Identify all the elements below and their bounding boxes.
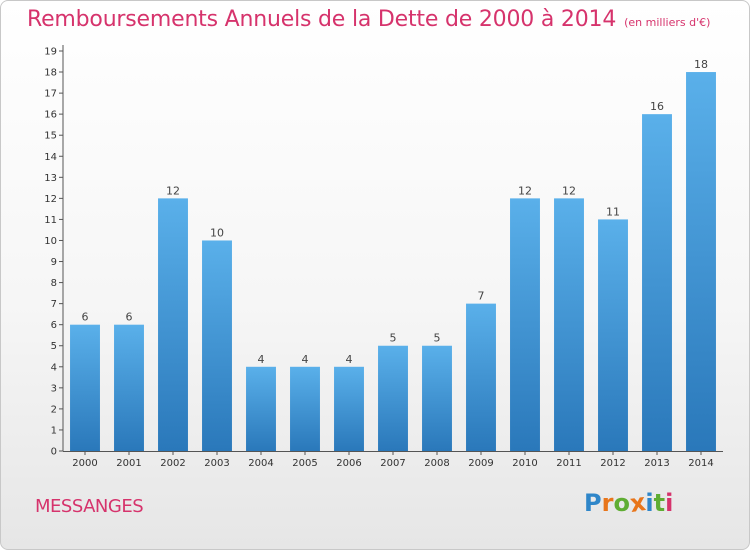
y-tick-label: 16 bbox=[44, 110, 57, 121]
y-tick-label: 11 bbox=[44, 215, 57, 226]
chart-bars bbox=[70, 72, 716, 451]
y-tick-label: 0 bbox=[51, 447, 57, 458]
y-tick-label: 10 bbox=[44, 236, 57, 247]
y-tick-label: 7 bbox=[51, 299, 57, 310]
data-label: 4 bbox=[258, 353, 265, 366]
logo-letter: i bbox=[665, 489, 674, 517]
y-tick-label: 17 bbox=[44, 89, 57, 100]
bar-2014 bbox=[686, 72, 716, 451]
x-tick-label: 2003 bbox=[204, 458, 229, 469]
bar-2003 bbox=[202, 240, 232, 451]
chart-title: Remboursements Annuels de la Dette de 20… bbox=[27, 7, 617, 32]
x-tick-label: 2005 bbox=[292, 458, 317, 469]
logo-letter: i bbox=[645, 489, 654, 517]
data-label: 12 bbox=[518, 184, 532, 197]
bar-2005 bbox=[290, 366, 320, 451]
x-tick-label: 2001 bbox=[116, 458, 141, 469]
y-tick-label: 18 bbox=[44, 68, 57, 79]
x-tick-label: 2002 bbox=[160, 458, 185, 469]
place-name: MESSANGES bbox=[35, 496, 144, 517]
logo-letter: t bbox=[653, 489, 666, 517]
data-label: 12 bbox=[562, 184, 576, 197]
data-label: 5 bbox=[434, 332, 441, 345]
y-tick-label: 4 bbox=[51, 362, 57, 373]
bar-2000 bbox=[70, 324, 100, 451]
bar-2006 bbox=[334, 366, 364, 451]
bar-2001 bbox=[114, 324, 144, 451]
x-tick-label: 2004 bbox=[248, 458, 273, 469]
data-label: 6 bbox=[126, 311, 133, 324]
y-tick-label: 1 bbox=[51, 425, 57, 436]
y-tick-label: 3 bbox=[51, 383, 57, 394]
bar-2012 bbox=[598, 219, 628, 451]
y-tick-label: 14 bbox=[44, 152, 57, 163]
data-label: 11 bbox=[606, 205, 620, 218]
data-label: 16 bbox=[650, 100, 664, 113]
data-label: 7 bbox=[478, 290, 485, 303]
bar-2013 bbox=[642, 114, 672, 451]
bar-2008 bbox=[422, 345, 452, 451]
x-tick-label: 2013 bbox=[644, 458, 669, 469]
data-label: 4 bbox=[302, 353, 309, 366]
bar-2007 bbox=[378, 345, 408, 451]
data-label: 6 bbox=[82, 311, 89, 324]
y-tick-label: 2 bbox=[51, 404, 57, 415]
x-tick-label: 2014 bbox=[688, 458, 713, 469]
chart-subtitle: (en milliers d'€) bbox=[624, 16, 711, 29]
logo-letter: P bbox=[584, 489, 602, 517]
x-tick-label: 2008 bbox=[424, 458, 449, 469]
data-label: 10 bbox=[210, 226, 224, 239]
bar-2010 bbox=[510, 198, 540, 451]
x-tick-label: 2007 bbox=[380, 458, 405, 469]
y-tick-label: 19 bbox=[44, 47, 57, 58]
x-tick-label: 2011 bbox=[556, 458, 581, 469]
y-tick-label: 5 bbox=[51, 341, 57, 352]
data-label: 4 bbox=[346, 353, 353, 366]
y-tick-label: 8 bbox=[51, 278, 57, 289]
bar-2011 bbox=[554, 198, 584, 451]
logo-letter: r bbox=[601, 489, 614, 517]
x-tick-label: 2010 bbox=[512, 458, 537, 469]
chart-labels: 2000 6 2001 6 2002 12 2003 10 2004 4 2005 4 2006 4 200… bbox=[72, 58, 713, 469]
proxiti-logo: Proxiti bbox=[584, 488, 674, 518]
y-tick-label: 6 bbox=[51, 320, 57, 331]
y-tick-label: 15 bbox=[44, 131, 57, 142]
chart-header: Remboursements Annuels de la Dette de 20… bbox=[27, 7, 710, 32]
y-tick-label: 12 bbox=[44, 194, 57, 205]
bar-2004 bbox=[246, 366, 276, 451]
y-tick-label: 13 bbox=[44, 173, 57, 184]
bar-2002 bbox=[158, 198, 188, 451]
logo-letter: x bbox=[628, 488, 648, 518]
x-tick-label: 2009 bbox=[468, 458, 493, 469]
bar-2009 bbox=[466, 303, 496, 451]
data-label: 18 bbox=[694, 58, 708, 71]
logo-letter: o bbox=[613, 489, 630, 517]
data-label: 5 bbox=[390, 332, 397, 345]
x-tick-label: 2000 bbox=[72, 458, 97, 469]
data-label: 12 bbox=[166, 184, 180, 197]
x-tick-label: 2012 bbox=[600, 458, 625, 469]
x-tick-label: 2006 bbox=[336, 458, 361, 469]
y-tick-label: 9 bbox=[51, 257, 57, 268]
